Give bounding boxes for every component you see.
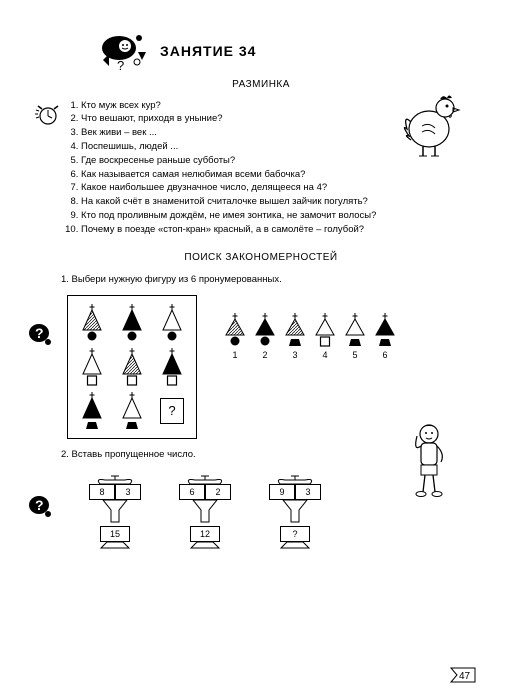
grid-cell bbox=[114, 390, 150, 432]
svg-text:?: ? bbox=[35, 497, 44, 513]
unknown-cell: ? bbox=[160, 398, 184, 424]
pattern-grid: ? bbox=[67, 295, 197, 439]
question-item: Век живи – век ... bbox=[81, 127, 467, 140]
page: ? ЗАНЯТИЕ 34 РАЗМИНКА Кто муж всех кур?Ч… bbox=[0, 0, 507, 570]
answer-option: 4 bbox=[312, 313, 338, 361]
question-item: Кто муж всех кур? bbox=[81, 100, 467, 113]
anvil-result: 15 bbox=[100, 526, 130, 542]
anvil-shaft-icon bbox=[185, 500, 225, 526]
page-number-flag: 47 bbox=[449, 666, 479, 686]
question-badge-icon: ? bbox=[28, 494, 52, 520]
question-item: Где воскресенье раньше субботы? bbox=[81, 155, 467, 168]
question-item: Что вешают, приходя в уныние? bbox=[81, 113, 467, 126]
question-item: Как называется самая нелюбимая всеми баб… bbox=[81, 169, 467, 182]
grid-cell bbox=[154, 302, 190, 344]
question-item: Кто под проливным дождём, не имея зонтик… bbox=[81, 210, 467, 223]
patterns-heading: ПОИСК ЗАКОНОМЕРНОСТЕЙ bbox=[55, 251, 467, 265]
answer-option: 3 bbox=[282, 313, 308, 361]
answer-option: 2 bbox=[252, 313, 278, 361]
question-item: Поспешишь, людей ... bbox=[81, 141, 467, 154]
svg-text:?: ? bbox=[35, 325, 44, 341]
title-row: ? ЗАНЯТИЕ 34 bbox=[95, 30, 467, 72]
anvil-value-b: 3 bbox=[115, 484, 141, 500]
option-number: 1 bbox=[232, 349, 237, 361]
anvil-foot-icon bbox=[95, 542, 135, 550]
grid-cell bbox=[154, 346, 190, 388]
anvil-result: ? bbox=[280, 526, 310, 542]
answer-option: 6 bbox=[372, 313, 398, 361]
thinking-boy-icon bbox=[401, 420, 457, 500]
anvil-value-b: 2 bbox=[205, 484, 231, 500]
option-number: 5 bbox=[352, 349, 357, 361]
grid-cell bbox=[114, 346, 150, 388]
jester-icon: ? bbox=[95, 30, 150, 72]
option-number: 4 bbox=[322, 349, 327, 361]
question-item: Какое наибольшее двузначное число, делящ… bbox=[81, 182, 467, 195]
option-number: 2 bbox=[262, 349, 267, 361]
answer-option: 5 bbox=[342, 313, 368, 361]
anvil-shaft-icon bbox=[95, 500, 135, 526]
grid-cell bbox=[114, 302, 150, 344]
number-anvil: 62 12 bbox=[175, 474, 235, 550]
lesson-title: ЗАНЯТИЕ 34 bbox=[160, 42, 256, 61]
alarm-clock-icon bbox=[34, 100, 62, 128]
anvil-shaft-icon bbox=[275, 500, 315, 526]
option-number: 3 bbox=[292, 349, 297, 361]
answer-option: 1 bbox=[222, 313, 248, 361]
grid-cell bbox=[74, 390, 110, 432]
grid-cell bbox=[74, 302, 110, 344]
anvil-value-a: 8 bbox=[89, 484, 115, 500]
option-number: 6 bbox=[382, 349, 387, 361]
question-badge-icon: ? bbox=[28, 322, 52, 348]
grid-cell: ? bbox=[154, 390, 190, 432]
anvil-value-a: 9 bbox=[269, 484, 295, 500]
puzzle1-area: ? 1 2 3 4 5 6 bbox=[55, 295, 467, 439]
question-item: Почему в поезде «стоп-кран» красный, а в… bbox=[81, 224, 467, 237]
grid-cell bbox=[74, 346, 110, 388]
question-item: На какой счёт в знаменитой считалочке вы… bbox=[81, 196, 467, 209]
svg-text:?: ? bbox=[117, 58, 124, 72]
number-anvil: 83 15 bbox=[85, 474, 145, 550]
anvil-value-a: 6 bbox=[179, 484, 205, 500]
anvil-foot-icon bbox=[275, 542, 315, 550]
anvil-foot-icon bbox=[185, 542, 225, 550]
task1-text: 1. Выбери нужную фигуру из 6 пронумерова… bbox=[61, 274, 467, 287]
number-anvil: 93? bbox=[265, 474, 325, 550]
page-number: 47 bbox=[459, 671, 471, 682]
anvil-result: 12 bbox=[190, 526, 220, 542]
anvil-value-b: 3 bbox=[295, 484, 321, 500]
answer-options: 1 2 3 4 5 6 bbox=[222, 295, 398, 361]
question-list: Кто муж всех кур?Что вешают, приходя в у… bbox=[63, 100, 467, 237]
